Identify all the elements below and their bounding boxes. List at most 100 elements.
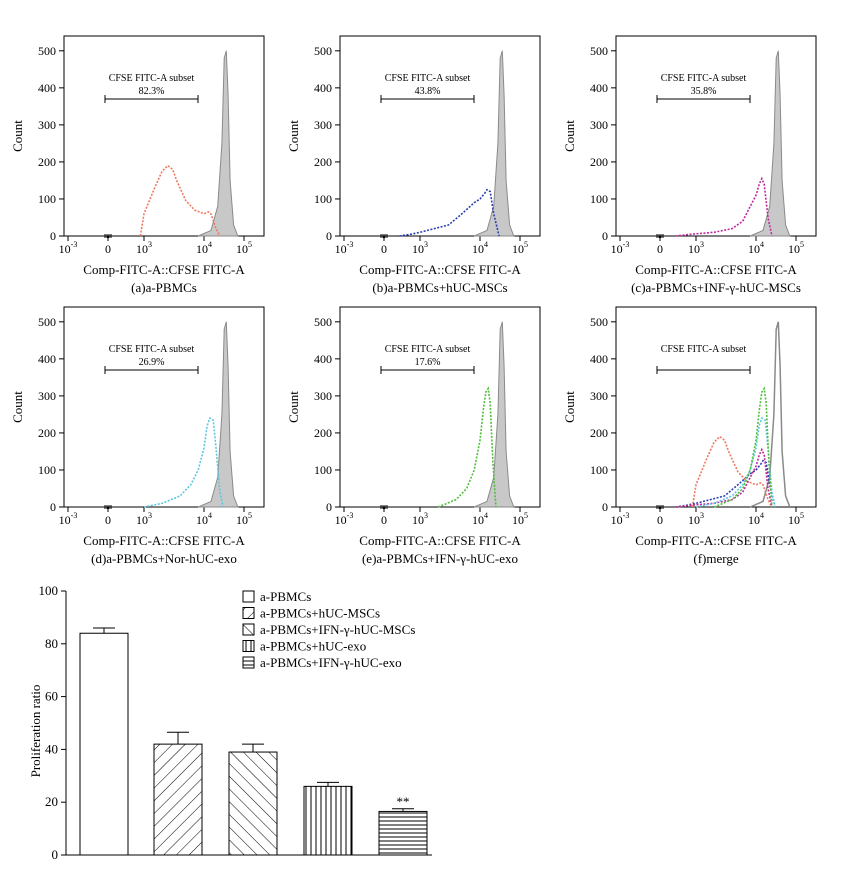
x-tick-label: 10-3: [59, 240, 78, 256]
gate-label: CFSE FITC-A subset: [661, 344, 747, 355]
x-axis-label: Comp-FITC-A::CFSE FITC-A: [635, 262, 797, 277]
y-tick-label: 100: [590, 463, 608, 477]
y-tick-label: 200: [38, 155, 56, 169]
y-tick-label: 400: [590, 352, 608, 366]
plot-frame: [339, 35, 541, 237]
gate-label: CFSE FITC-A subset: [385, 344, 471, 355]
control-histogram: [197, 50, 239, 237]
y-axis-label: Count: [286, 391, 301, 423]
x-tick-label: 103: [412, 240, 428, 256]
y-tick-label: 400: [38, 81, 56, 95]
y-tick-label: 0: [52, 847, 59, 862]
legend-swatch: [242, 640, 255, 652]
y-axis-label: Count: [10, 120, 25, 152]
x-axis-label: Comp-FITC-A::CFSE FITC-A: [83, 533, 245, 548]
y-tick-label: 300: [314, 118, 332, 132]
x-tick-label: 0: [657, 242, 663, 256]
panel-caption: (e)a-PBMCs+IFN-γ-hUC-exo: [362, 551, 518, 566]
y-axis-label: Count: [10, 391, 25, 423]
x-tick-label: 0: [105, 513, 111, 527]
x-tick-label: 105: [236, 511, 252, 527]
gate-value: 26.9%: [139, 357, 165, 368]
y-tick-label: 20: [45, 794, 58, 809]
sample-histogram: [143, 416, 224, 508]
y-tick-label: 300: [314, 389, 332, 403]
sample-histogram-c: [675, 447, 773, 508]
y-tick-label: 300: [590, 118, 608, 132]
y-tick-label: 100: [38, 192, 56, 206]
y-tick-label: 200: [38, 426, 56, 440]
x-tick-label: 104: [196, 240, 212, 256]
control-histogram: [749, 50, 791, 237]
x-tick-label: 103: [136, 511, 152, 527]
gate-value: 35.8%: [691, 86, 717, 97]
y-tick-label: 0: [50, 500, 56, 514]
panel-caption: (a)a-PBMCs: [131, 280, 197, 295]
y-tick-label: 300: [38, 389, 56, 403]
legend-label: a-PBMCs+hUC-exo: [260, 639, 366, 654]
legend-swatch: [242, 623, 255, 636]
x-tick-label: 10-3: [611, 240, 630, 256]
y-tick-label: 300: [38, 118, 56, 132]
x-tick-label: 103: [412, 511, 428, 527]
y-tick-label: 100: [314, 192, 332, 206]
sample-histogram: [437, 386, 497, 508]
panel-caption: (f)merge: [693, 551, 738, 566]
y-tick-label: 200: [314, 426, 332, 440]
gate-value: 82.3%: [139, 86, 165, 97]
y-tick-label: 100: [39, 583, 59, 598]
y-tick-label: 60: [45, 689, 58, 704]
x-axis-label: Comp-FITC-A::CFSE FITC-A: [83, 262, 245, 277]
x-tick-label: 104: [472, 240, 488, 256]
x-tick-label: 10-3: [611, 511, 630, 527]
x-tick-label: 103: [688, 240, 704, 256]
y-tick-label: 200: [590, 426, 608, 440]
y-tick-label: 200: [314, 155, 332, 169]
control-histogram: [473, 321, 515, 508]
y-tick-label: 500: [314, 315, 332, 329]
y-axis-label: Count: [562, 391, 577, 423]
legend-label: a-PBMCs: [260, 589, 311, 604]
plot-frame: [615, 306, 817, 508]
y-tick-label: 500: [38, 315, 56, 329]
y-axis-label: Count: [562, 120, 577, 152]
control-histogram: [749, 321, 791, 508]
plot-frame: [615, 35, 817, 237]
x-tick-label: 105: [788, 511, 804, 527]
plot-frame: [63, 306, 265, 508]
panel-caption: (d)a-PBMCs+Nor-hUC-exo: [91, 551, 237, 566]
x-tick-label: 10-3: [59, 511, 78, 527]
y-tick-label: 100: [38, 463, 56, 477]
x-axis-label: Comp-FITC-A::CFSE FITC-A: [359, 533, 521, 548]
y-tick-label: 500: [314, 44, 332, 58]
significance-marker: **: [397, 794, 410, 809]
sample-histogram: [399, 188, 500, 237]
plot-frame: [63, 35, 265, 237]
y-tick-label: 400: [590, 81, 608, 95]
legend-label: a-PBMCs+IFN-γ-hUC-MSCs: [260, 622, 415, 637]
plot-frame: [339, 306, 541, 508]
x-tick-label: 0: [381, 242, 387, 256]
legend-swatch: [242, 590, 255, 603]
gate-label: CFSE FITC-A subset: [661, 73, 747, 84]
sample-histogram: [675, 176, 773, 237]
x-tick-label: 0: [381, 513, 387, 527]
x-axis-label: Comp-FITC-A::CFSE FITC-A: [635, 533, 797, 548]
y-tick-label: 400: [314, 81, 332, 95]
sample-histogram: [139, 164, 221, 237]
y-tick-label: 0: [326, 500, 332, 514]
x-tick-label: 104: [472, 511, 488, 527]
bar-chart: 0 20 40 60 80 100 Proliferation ratio ** a-PBMCs…: [28, 583, 432, 862]
sample-histogram-e: [713, 386, 773, 508]
y-tick-label: 200: [590, 155, 608, 169]
y-tick-label: 100: [590, 192, 608, 206]
x-tick-label: 10-3: [335, 240, 354, 256]
x-axis-label: Comp-FITC-A::CFSE FITC-A: [359, 262, 521, 277]
control-histogram: [473, 50, 515, 237]
y-tick-label: 0: [602, 229, 608, 243]
gate-label: CFSE FITC-A subset: [109, 344, 195, 355]
x-tick-label: 103: [688, 511, 704, 527]
